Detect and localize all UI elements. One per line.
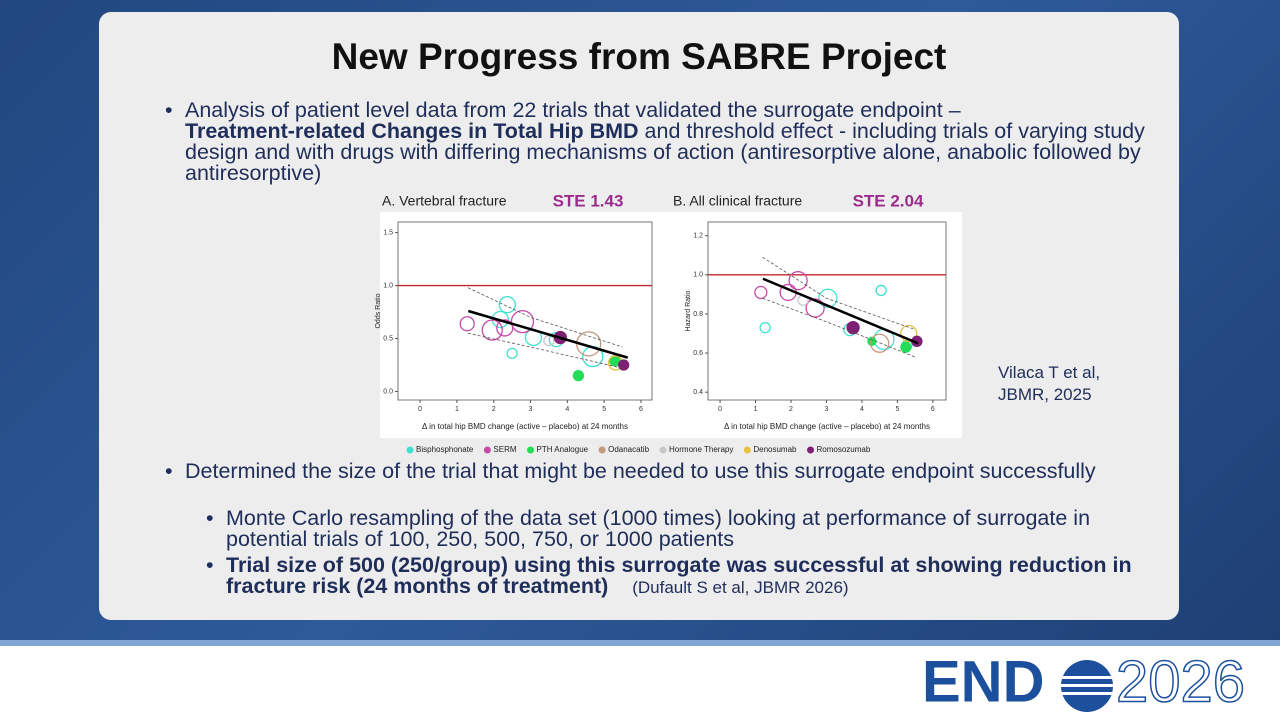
plot-frame xyxy=(397,221,653,401)
x-axis-label: Δ in total hip BMD change (active – plac… xyxy=(422,422,628,431)
y-tick-label: 1.2 xyxy=(693,233,703,240)
y-tick-label: 0.6 xyxy=(693,350,703,357)
x-axis-label: Δ in total hip BMD change (active – plac… xyxy=(724,422,930,431)
ci-lower xyxy=(762,297,916,358)
chart-title: A. Vertebral fracture xyxy=(382,193,507,209)
legend-label: Bisphosphonate xyxy=(416,445,474,454)
bubble xyxy=(900,324,918,343)
y-tick-label: 0.0 xyxy=(383,388,393,395)
slide-title: New Progress from SABRE Project xyxy=(331,36,947,77)
bubble xyxy=(875,284,887,297)
legend-label: SERM xyxy=(493,445,516,454)
x-tick-label: 2 xyxy=(789,406,793,413)
x-tick-label: 1 xyxy=(754,406,758,413)
bubble xyxy=(900,341,912,353)
y-tick-label: 0.5 xyxy=(383,335,393,342)
x-tick-label: 6 xyxy=(639,406,643,413)
bubble xyxy=(754,285,768,300)
footer-band xyxy=(0,640,1280,646)
legend-swatch xyxy=(527,446,535,454)
bubble xyxy=(818,288,838,308)
x-tick-label: 0 xyxy=(418,406,422,413)
citation: (Dufault S et al, JBMR 2026) xyxy=(632,578,849,597)
logo-left: END xyxy=(922,649,1044,714)
bubble xyxy=(618,359,630,371)
ci-upper xyxy=(762,256,916,330)
plot-frame xyxy=(707,221,947,401)
y-tick-label: 0.8 xyxy=(693,311,703,318)
bubble xyxy=(498,295,516,314)
legend-swatch xyxy=(807,446,814,454)
x-tick-label: 5 xyxy=(895,406,899,413)
bubble xyxy=(805,298,825,318)
legend-swatch xyxy=(659,446,667,454)
y-tick-label: 1.5 xyxy=(383,229,393,236)
sub-bullet-bold: Trial size of 500 (250/group) using this… xyxy=(226,553,1132,598)
x-tick-label: 5 xyxy=(602,406,606,413)
x-tick-label: 2 xyxy=(492,406,496,413)
y-axis-label: Odds Ratio xyxy=(375,293,382,328)
bubble xyxy=(506,347,518,360)
legend-label: PTH Analogue xyxy=(537,445,589,454)
legend-swatch xyxy=(406,446,414,454)
legend-label: Denosumab xyxy=(753,445,797,454)
bubble xyxy=(870,333,890,353)
bubble xyxy=(459,316,475,332)
y-axis-label: Hazard Ratio xyxy=(685,290,692,331)
bullet-text: Analysis of patient level data from 22 t… xyxy=(185,98,961,122)
bubble xyxy=(788,271,808,291)
bullet: Determined the size of the trial that mi… xyxy=(165,460,1115,482)
chart-title: B. All clinical fracture xyxy=(673,193,802,209)
chart-subtitle: STE 2.04 xyxy=(853,191,924,210)
legend-label: Odanacatib xyxy=(608,445,649,454)
logo-globe xyxy=(1060,660,1114,712)
ci-lower xyxy=(467,332,623,369)
sub-bullet: Monte Carlo resampling of the data set (… xyxy=(206,507,1106,550)
legend-swatch xyxy=(743,446,751,454)
legend-label: Hormone Therapy xyxy=(669,445,733,454)
bullet: Analysis of patient level data from 22 t… xyxy=(165,98,1145,185)
bubble xyxy=(759,321,771,334)
citation: Vilaca T et al, JBMR, 2025 xyxy=(998,363,1101,404)
bubble xyxy=(846,320,860,335)
bullet-bold: Treatment-related Changes in Total Hip B… xyxy=(185,119,639,143)
fit-line xyxy=(467,309,629,359)
x-tick-label: 4 xyxy=(860,406,864,413)
logo-right: 2026 xyxy=(1116,649,1245,714)
x-tick-label: 3 xyxy=(825,406,829,413)
y-tick-label: 1.0 xyxy=(383,282,393,289)
y-tick-label: 0.4 xyxy=(693,389,703,396)
bubble xyxy=(572,369,585,382)
x-tick-label: 1 xyxy=(455,406,459,413)
legend-swatch xyxy=(598,446,606,454)
x-tick-label: 0 xyxy=(718,406,722,413)
legend-label: Romosozumab xyxy=(817,445,871,454)
x-tick-label: 4 xyxy=(565,406,569,413)
y-tick-label: 1.0 xyxy=(693,272,703,279)
x-tick-label: 3 xyxy=(529,406,533,413)
sub-bullet: Trial size of 500 (250/group) using this… xyxy=(206,553,1146,598)
fit-line xyxy=(762,277,919,345)
bubble xyxy=(481,319,503,341)
legend-swatch xyxy=(483,446,491,454)
chart-subtitle: STE 1.43 xyxy=(553,191,624,210)
bubble xyxy=(510,309,535,334)
x-tick-label: 6 xyxy=(931,406,935,413)
bullet-text: and threshold effect - including trials … xyxy=(185,119,1145,185)
